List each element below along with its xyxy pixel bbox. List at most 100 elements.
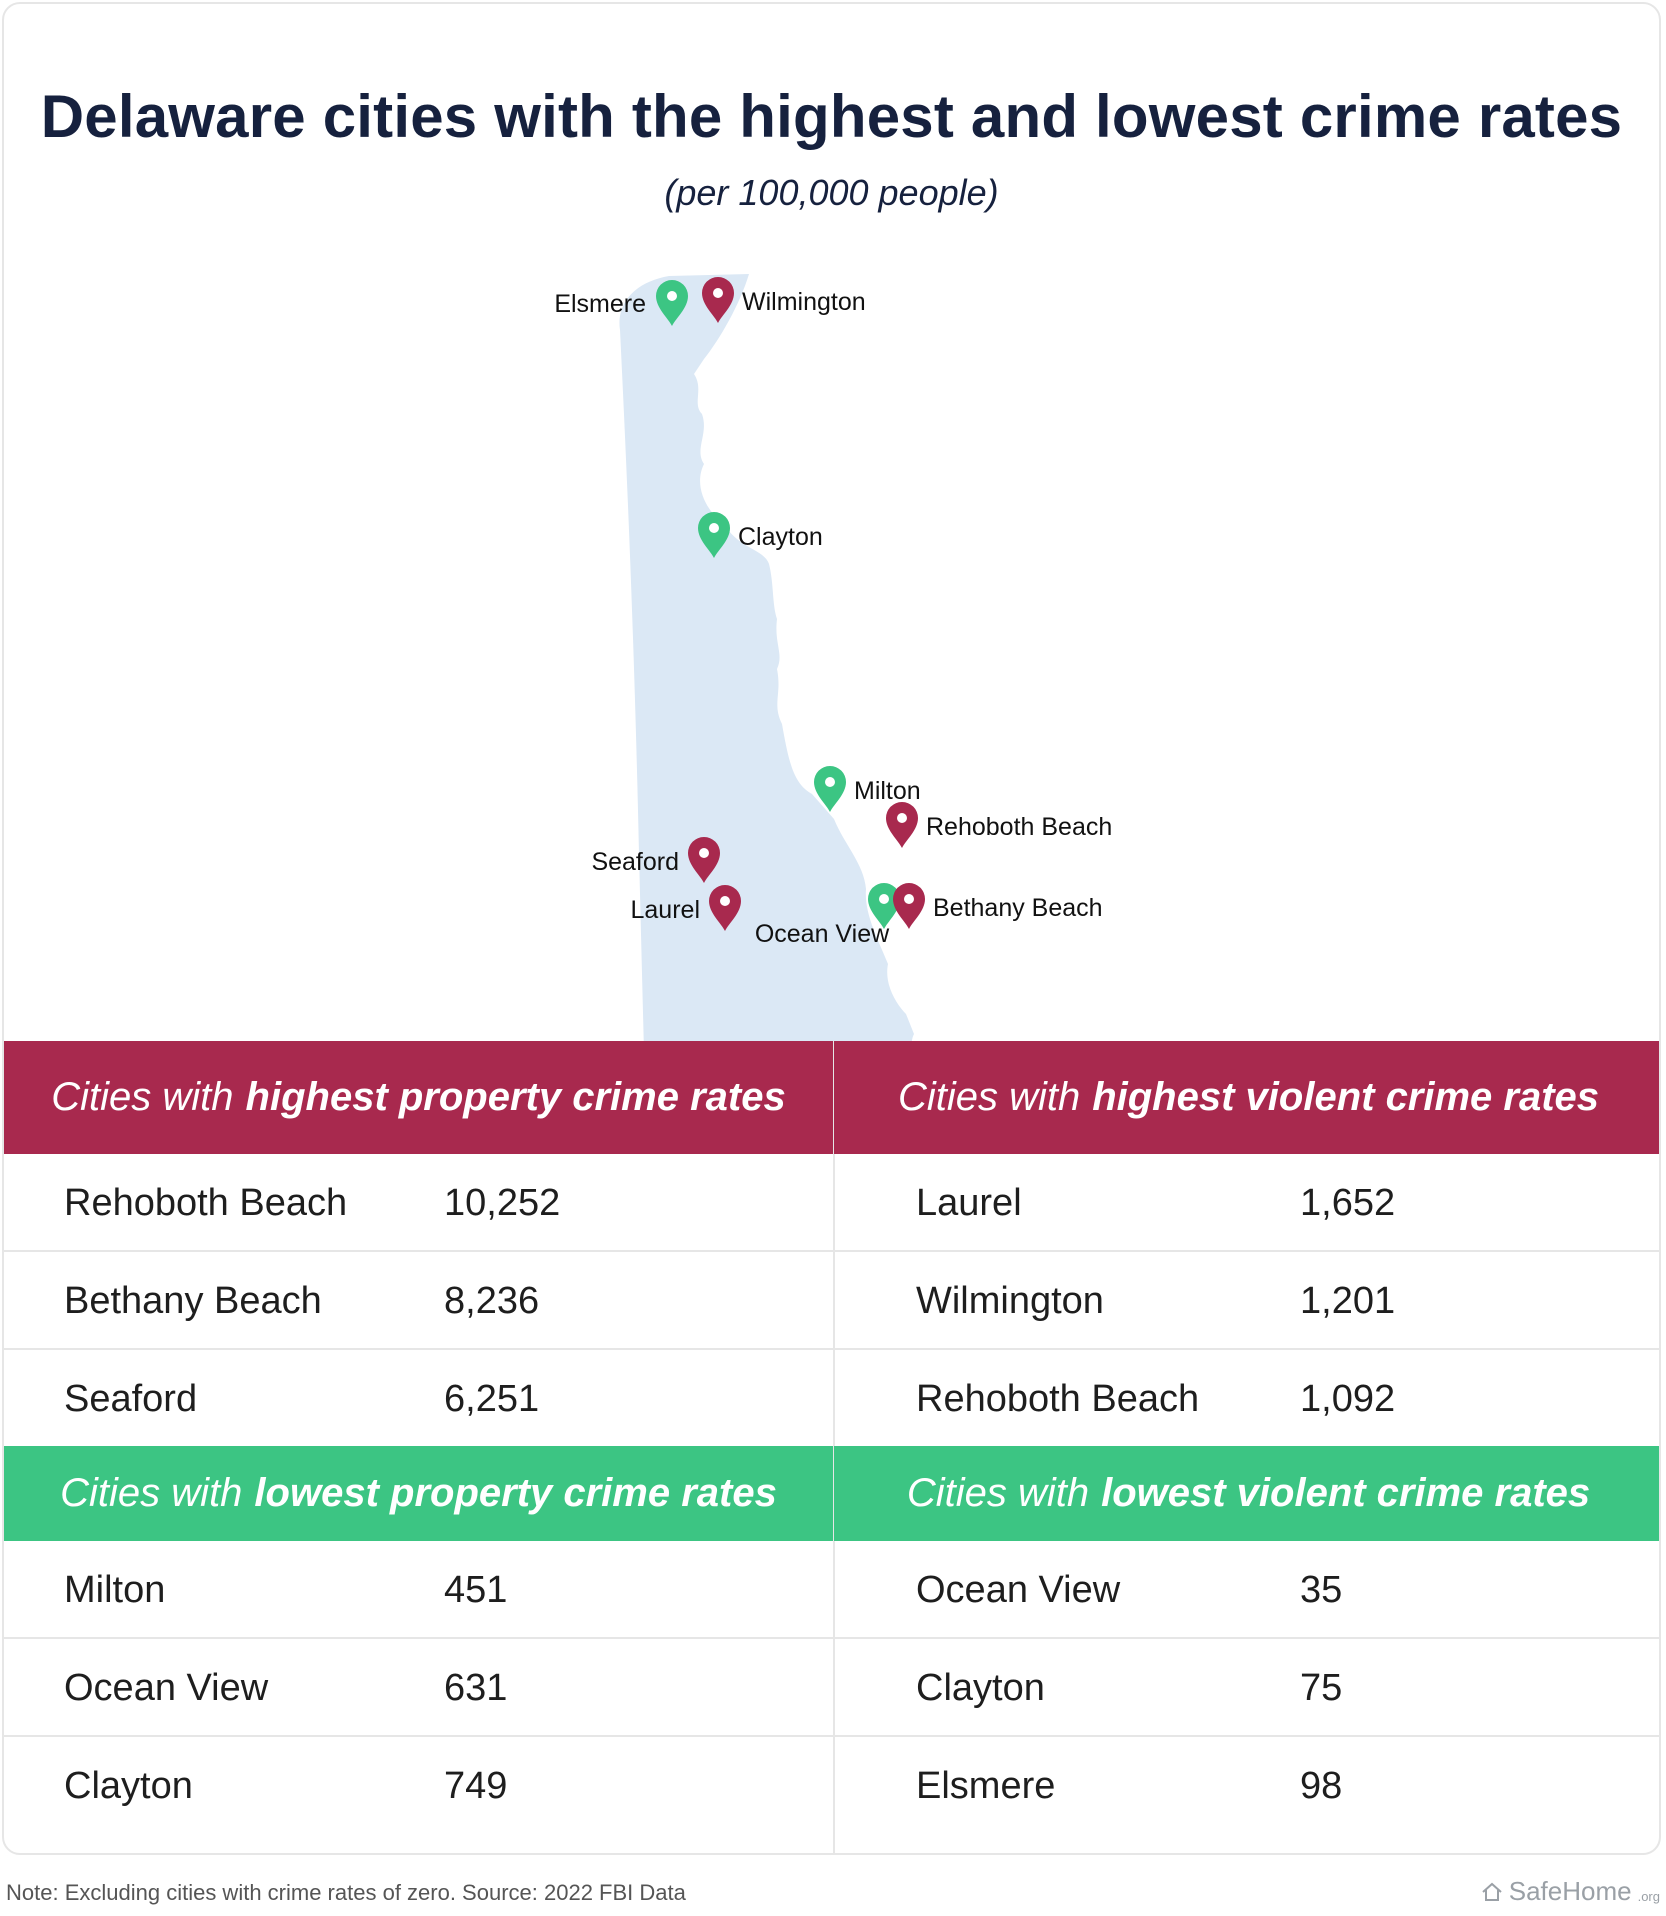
page-subtitle: (per 100,000 people) — [664, 172, 999, 213]
table-row: Elsmere 98 — [834, 1737, 1659, 1833]
map-marker-icon — [656, 280, 688, 326]
crime-rate-value: 1,092 — [1300, 1378, 1396, 1420]
brand-suffix: .org — [1637, 1889, 1660, 1904]
map-marker-icon — [702, 277, 734, 323]
map-pin-label: Bethany Beach — [933, 894, 1103, 922]
map-pin-rehoboth-beach: Rehoboth Beach — [886, 802, 1112, 848]
header-emphasis: highest property crime rates — [245, 1075, 786, 1119]
house-icon — [1482, 1882, 1502, 1901]
header-prefix: Cities with — [60, 1471, 243, 1515]
header-emphasis: highest violent crime rates — [1092, 1075, 1600, 1119]
map-pin-label: Milton — [854, 777, 921, 805]
map-pin-milton: Milton — [814, 766, 921, 812]
map-pin-label: Rehoboth Beach — [926, 813, 1112, 841]
crime-rate-value: 1,652 — [1300, 1182, 1396, 1224]
crime-rate-value: 6,251 — [444, 1378, 540, 1420]
infographic-card: Delaware cities with the highest and low… — [2, 2, 1661, 1855]
map-pin-bethany-beach: Bethany Beach — [893, 883, 1103, 929]
header-prefix: Cities with — [897, 1075, 1081, 1119]
crime-rate-value: 749 — [444, 1765, 508, 1807]
map-pin-label: Clayton — [738, 523, 823, 551]
right-column: Cities with highest violent crime rates … — [834, 1041, 1659, 1833]
city-name: Rehoboth Beach — [916, 1378, 1200, 1420]
map-marker-icon — [698, 512, 730, 558]
source-note: Note: Excluding cities with crime rates … — [6, 1880, 686, 1905]
map-marker-dot — [720, 896, 730, 906]
table-row: Bethany Beach 8,236 — [4, 1252, 833, 1350]
map-pin-label: Ocean View — [755, 920, 890, 948]
high-violent-header: Cities with highest violent crime rates — [834, 1041, 1659, 1154]
crime-rate-value: 1,201 — [1300, 1280, 1396, 1322]
brand-name: SafeHome — [1508, 1876, 1632, 1906]
map-pin-label: Wilmington — [742, 288, 866, 316]
high-violent-table: Laurel 1,652 Wilmington 1,201 Rehoboth Bea… — [834, 1154, 1659, 1446]
high-property-table: Rehoboth Beach 10,252 Bethany Beach 8,236 … — [4, 1154, 833, 1446]
map-pin-label: Elsmere — [554, 290, 646, 318]
map-pin-label: Seaford — [591, 848, 679, 876]
city-name: Rehoboth Beach — [64, 1182, 348, 1224]
map-pin-label: Laurel — [631, 896, 701, 924]
map-pin-clayton: Clayton — [698, 512, 823, 558]
table-row: Rehoboth Beach 1,092 — [834, 1350, 1659, 1446]
city-name: Milton — [64, 1569, 166, 1611]
crime-rate-value: 631 — [444, 1667, 508, 1709]
header-prefix: Cities with — [51, 1075, 234, 1119]
map-marker-dot — [699, 848, 709, 858]
map-marker-dot — [904, 894, 914, 904]
map-marker-icon — [886, 802, 918, 848]
table-row: Laurel 1,652 — [834, 1154, 1659, 1252]
table-row: Wilmington 1,201 — [834, 1252, 1659, 1350]
crime-rate-value: 10,252 — [444, 1182, 561, 1224]
city-name: Clayton — [64, 1765, 193, 1807]
header-emphasis: lowest property crime rates — [254, 1471, 777, 1515]
city-name: Elsmere — [916, 1765, 1056, 1807]
table-row: Clayton 749 — [4, 1737, 833, 1833]
table-row: Ocean View 631 — [4, 1639, 833, 1737]
crime-rate-value: 98 — [1300, 1765, 1343, 1807]
map-marker-dot — [667, 291, 677, 301]
map-pin-ocean-view: Ocean View — [755, 883, 900, 948]
city-name: Clayton — [916, 1667, 1045, 1709]
table-row: Ocean View 35 — [834, 1541, 1659, 1639]
map-marker-icon — [814, 766, 846, 812]
high-property-header: Cities with highest property crime rates — [4, 1041, 833, 1154]
crime-rate-value: 75 — [1300, 1667, 1343, 1709]
map-pin-wilmington: Wilmington — [702, 277, 866, 323]
map-marker-dot — [825, 777, 835, 787]
low-property-header: Cities with lowest property crime rates — [4, 1446, 833, 1541]
city-name: Ocean View — [64, 1667, 269, 1709]
city-name: Ocean View — [916, 1569, 1121, 1611]
table-row: Rehoboth Beach 10,252 — [4, 1154, 833, 1252]
left-column: Cities with highest property crime rates… — [4, 1041, 833, 1833]
city-name: Wilmington — [916, 1280, 1104, 1322]
map-marker-dot — [709, 523, 719, 533]
city-name: Laurel — [916, 1182, 1022, 1224]
map-pin-seaford: Seaford — [591, 837, 720, 883]
brand-logo: SafeHome .org — [1481, 1876, 1660, 1907]
header-emphasis: lowest violent crime rates — [1101, 1471, 1591, 1515]
table-row: Milton 451 — [4, 1541, 833, 1639]
table-row: Seaford 6,251 — [4, 1350, 833, 1446]
map-marker-icon — [709, 885, 741, 931]
low-property-table: Milton 451 Ocean View 631 Clayton 749 — [4, 1541, 833, 1833]
page-title: Delaware cities with the highest and low… — [40, 83, 1623, 150]
map-pin-elsmere: Elsmere — [554, 280, 688, 326]
low-violent-table: Ocean View 35 Clayton 75 Elsmere 98 — [834, 1541, 1659, 1833]
map-marker-dot — [879, 894, 889, 904]
map-marker-icon — [893, 883, 925, 929]
table-row: Clayton 75 — [834, 1639, 1659, 1737]
map-marker-icon — [868, 883, 900, 929]
map-pin-laurel: Laurel — [631, 885, 741, 931]
map-marker-icon — [688, 837, 720, 883]
map-marker-dot — [897, 813, 907, 823]
low-violent-header: Cities with lowest violent crime rates — [834, 1446, 1659, 1541]
city-name: Bethany Beach — [64, 1280, 322, 1322]
header-prefix: Cities with — [906, 1471, 1090, 1515]
crime-rate-value: 8,236 — [444, 1280, 540, 1322]
map-marker-dot — [713, 288, 723, 298]
crime-rate-value: 451 — [444, 1569, 508, 1611]
city-name: Seaford — [64, 1378, 198, 1420]
crime-rate-value: 35 — [1300, 1569, 1343, 1611]
